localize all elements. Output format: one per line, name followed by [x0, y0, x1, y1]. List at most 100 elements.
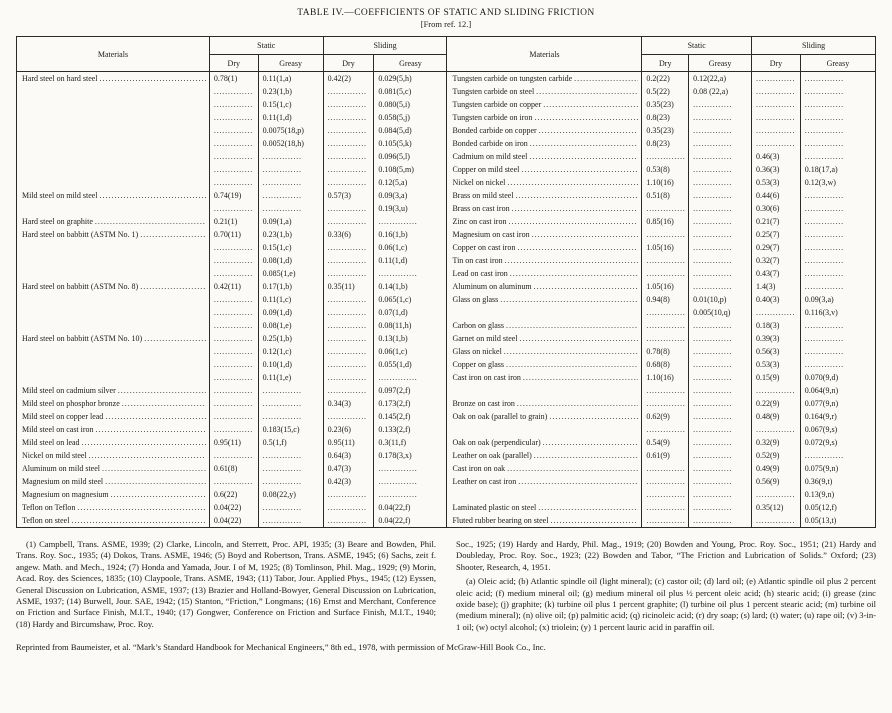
dot-leader: ........................................… [94, 217, 206, 226]
value-cell: 0.08(11,h) [373, 319, 447, 332]
material-cell [16, 150, 210, 163]
value-cell: .............. [641, 150, 689, 163]
value-cell: .............. [208, 345, 259, 358]
value-cell: 0.18(3) [751, 319, 801, 332]
material-text: Tungsten carbide on copper..............… [452, 99, 638, 110]
material-text: Mild steel on cadmium silver............… [22, 385, 206, 396]
material-name: Oak on oak (perpendicular) [452, 438, 541, 447]
dot-leader: ........................................… [542, 438, 639, 447]
value-cell: 0.42(3) [322, 475, 374, 488]
table-row: .............. 0.085(1,e)................… [16, 267, 876, 280]
material-text: Hard steel on babbitt (ASTM No. 8)......… [22, 281, 206, 292]
value-cell: .............. [641, 423, 689, 436]
value-cell: .............. [322, 501, 374, 514]
value-cell: 0.53(8) [641, 163, 689, 176]
footnote-column-left: (1) Campbell, Trans. ASME, 1939; (2) Cla… [16, 539, 436, 633]
dot-leader: ........................................… [81, 438, 206, 447]
material-cell [446, 384, 642, 397]
material-name: Bronze on cast iron [452, 399, 515, 408]
value-cell: .............. [799, 150, 876, 163]
value-cell: .............. [322, 98, 374, 111]
dot-leader: ........................................… [504, 256, 639, 265]
material-cell: Hard steel on graphite..................… [16, 215, 210, 228]
table-row: .............. 0.0075(18,p)..............… [16, 124, 876, 137]
table-row: .............. 0.12(1,c).............. 0.0… [16, 345, 876, 358]
material-name: Tungsten carbide on tungsten carbide [452, 74, 573, 83]
dot-leader: ........................................… [88, 451, 206, 460]
dot-leader: ........................................… [515, 191, 639, 200]
material-text: Teflon on steel.........................… [22, 515, 206, 526]
material-text: Lead on cast iron.......................… [452, 268, 638, 279]
material-text: Leather on cast iron....................… [452, 476, 638, 487]
value-cell: 0.11(1,d) [373, 254, 447, 267]
value-cell: .............. [208, 202, 259, 215]
value-cell: 0.78(8) [641, 345, 689, 358]
material-name: Mild steel on mild steel [22, 191, 98, 200]
material-text: Nickel on mild steel....................… [22, 450, 206, 461]
value-cell: 0.8(23) [641, 111, 689, 124]
value-cell: 0.56(9) [751, 475, 801, 488]
value-cell: .............. [799, 124, 876, 137]
material-text: Copper on glass.........................… [452, 359, 638, 370]
value-cell: 1.10(16) [641, 371, 689, 384]
value-cell: .............. [799, 267, 876, 280]
table-row: Hard steel on hard steel................… [16, 71, 876, 85]
material-text: Nickel on nickel........................… [452, 177, 638, 188]
value-cell: 0.11(1,d) [257, 111, 324, 124]
material-text: Teflon on Teflon........................… [22, 502, 206, 513]
value-cell: .............. [688, 358, 752, 371]
material-name: Tin on cast iron [452, 256, 503, 265]
value-cell: .............. [208, 163, 259, 176]
material-cell: Nickel on mild steel....................… [16, 449, 210, 462]
value-cell: 0.12(22,a) [688, 71, 752, 85]
material-cell: Hard steel on babbitt (ASTM No. 10).....… [16, 332, 210, 345]
value-cell: .............. [751, 98, 801, 111]
col-header-sliding-left: Sliding [322, 36, 447, 55]
value-cell: 0.07(1,d) [373, 306, 447, 319]
value-cell: 0.19(3,u) [373, 202, 447, 215]
value-cell: .............. [688, 514, 752, 528]
value-cell: 0.51(8) [641, 189, 689, 202]
material-text: Bonded carbide on iron..................… [452, 138, 638, 149]
value-cell: 0.25(1,b) [257, 332, 324, 345]
table-row: .............. 0.08(1,d).............. 0.1… [16, 254, 876, 267]
value-cell: .............. [751, 384, 801, 397]
dot-leader: ........................................… [531, 230, 639, 239]
value-cell: 0.32(9) [751, 436, 801, 449]
value-cell: 0.077(9,n) [799, 397, 876, 410]
value-cell: .............. [208, 319, 259, 332]
value-cell: .............. [322, 358, 374, 371]
value-cell: .............. [208, 85, 259, 98]
value-cell: .............. [688, 163, 752, 176]
value-cell: 0.95(11) [322, 436, 374, 449]
value-cell: .............. [373, 462, 447, 475]
material-text: Laminated plastic on steel..............… [452, 502, 638, 513]
table-row: Hard steel on babbitt (ASTM No. 10).....… [16, 332, 876, 345]
value-cell: .............. [208, 267, 259, 280]
value-cell: 0.23(1,b) [257, 85, 324, 98]
value-cell: .............. [322, 85, 374, 98]
material-name: Mild steel on lead [22, 438, 80, 447]
material-cell: Tin on cast iron........................… [446, 254, 642, 267]
col-header-sliding-dry-right: Dry [751, 54, 801, 72]
value-cell: 0.06(1,c) [373, 241, 447, 254]
value-cell: .............. [322, 137, 374, 150]
value-cell: .............. [688, 449, 752, 462]
material-name: Glass on nickel [452, 347, 502, 356]
value-cell: 0.40(3) [751, 293, 801, 306]
value-cell: .............. [322, 384, 374, 397]
value-cell: 0.8(23) [641, 137, 689, 150]
material-name: Mild steel on phosphor bronze [22, 399, 120, 408]
material-name: Magnesium on cast iron [452, 230, 530, 239]
value-cell: 0.15(1,c) [257, 241, 324, 254]
value-cell: .............. [257, 475, 324, 488]
value-cell: 0.11(1,c) [257, 293, 324, 306]
dot-leader: ........................................… [518, 477, 639, 486]
value-cell: .............. [208, 111, 259, 124]
material-name: Fluted rubber bearing on steel [452, 516, 549, 525]
value-cell: .............. [373, 267, 447, 280]
value-cell: .............. [641, 488, 689, 501]
value-cell: 0.01(10,p) [688, 293, 752, 306]
material-cell: Fluted rubber bearing on steel..........… [446, 514, 642, 528]
value-cell: .............. [257, 189, 324, 202]
